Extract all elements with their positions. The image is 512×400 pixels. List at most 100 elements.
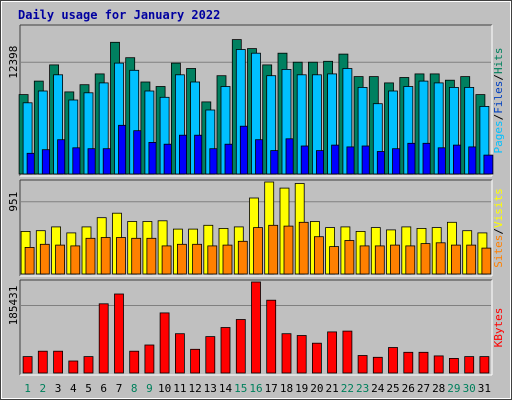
legend-label: Visits xyxy=(492,188,505,228)
x-tick-day-29: 29 xyxy=(447,382,460,395)
bar-sites-day-27 xyxy=(420,243,431,275)
bar-sites-day-6 xyxy=(100,237,111,275)
x-tick-day-16: 16 xyxy=(249,382,262,395)
bar-sites-day-10 xyxy=(161,245,172,275)
bar-kbytes-day-25 xyxy=(388,347,398,374)
bar-sites-day-25 xyxy=(390,244,400,275)
bar-kbytes-day-9 xyxy=(144,344,155,374)
bar-sites-day-23 xyxy=(359,245,370,275)
x-tick-day-11: 11 xyxy=(173,382,186,395)
bar-sites-day-24 xyxy=(374,245,385,275)
bar-kbytes-day-18 xyxy=(281,333,292,374)
bar-sites-day-22 xyxy=(344,240,355,275)
legend-label: Hits xyxy=(492,48,505,75)
bar-sites-day-21 xyxy=(329,246,340,275)
bar-kbytes-day-4 xyxy=(68,360,79,374)
bar-kbytes-day-11 xyxy=(174,333,185,374)
bar-sites-day-4 xyxy=(70,245,81,275)
bar-kbytes-day-21 xyxy=(327,331,338,374)
bar-kbytes-day-17 xyxy=(266,299,277,374)
legend-label: / xyxy=(492,74,505,81)
bar-sites-day-26 xyxy=(405,245,416,275)
bar-sites-day-5 xyxy=(85,237,96,275)
bar-pages-day-31 xyxy=(483,154,494,175)
bar-kbytes-day-29 xyxy=(448,357,459,374)
bar-sites-day-13 xyxy=(207,245,218,275)
bar-kbytes-day-1 xyxy=(22,356,33,374)
x-tick-day-31: 31 xyxy=(478,382,491,395)
x-tick-day-2: 2 xyxy=(39,382,46,395)
bar-kbytes-day-20 xyxy=(311,342,322,374)
bar-kbytes-day-7 xyxy=(114,293,124,374)
series-legend-bottom: KBytes xyxy=(492,308,505,348)
x-tick-day-3: 3 xyxy=(55,382,62,395)
chart-panels: 12398Pages/Files/Hits951Sites/Visits1854… xyxy=(7,24,505,376)
bar-kbytes-day-6 xyxy=(98,303,109,374)
x-tick-day-28: 28 xyxy=(432,382,445,395)
x-tick-day-25: 25 xyxy=(386,382,399,395)
panel-middle: 951 Sites/Visits xyxy=(7,179,505,277)
x-tick-day-19: 19 xyxy=(295,382,308,395)
bar-sites-day-11 xyxy=(176,243,187,275)
x-tick-day-22: 22 xyxy=(341,382,354,395)
bar-kbytes-day-26 xyxy=(403,351,414,374)
bar-kbytes-day-5 xyxy=(83,356,94,374)
bar-kbytes-day-12 xyxy=(190,348,201,374)
legend-label: Pages xyxy=(492,120,505,153)
x-tick-day-6: 6 xyxy=(100,382,107,395)
bar-sites-day-29 xyxy=(450,244,461,275)
x-tick-day-17: 17 xyxy=(265,382,278,395)
x-tick-day-15: 15 xyxy=(234,382,247,395)
x-tick-day-20: 20 xyxy=(310,382,323,395)
bar-sites-day-12 xyxy=(192,243,203,275)
x-tick-day-12: 12 xyxy=(188,382,201,395)
x-tick-day-14: 14 xyxy=(219,382,233,395)
x-tick-day-21: 21 xyxy=(325,382,338,395)
bar-sites-day-19 xyxy=(298,221,309,275)
x-tick-day-30: 30 xyxy=(463,382,476,395)
x-tick-day-10: 10 xyxy=(158,382,171,395)
bar-sites-day-28 xyxy=(435,242,446,275)
legend-label: / xyxy=(492,114,505,121)
bar-kbytes-day-2 xyxy=(37,350,48,374)
legend-label: KBytes xyxy=(492,308,505,348)
bar-kbytes-day-31 xyxy=(479,356,490,374)
y-tick-label: 951 xyxy=(7,192,20,212)
bar-sites-day-7 xyxy=(116,237,126,275)
series-legend-top: Pages/Files/Hits xyxy=(492,48,505,154)
y-tick-label: 12398 xyxy=(7,46,20,79)
bar-sites-day-16 xyxy=(253,227,263,275)
bar-kbytes-day-28 xyxy=(433,355,444,374)
bar-sites-day-18 xyxy=(283,225,294,275)
bar-kbytes-day-30 xyxy=(464,356,475,374)
legend-label: Files xyxy=(492,81,505,114)
bar-sites-day-20 xyxy=(313,236,324,275)
bar-sites-day-2 xyxy=(39,243,50,275)
bar-sites-day-31 xyxy=(481,247,492,275)
bar-kbytes-day-22 xyxy=(342,330,353,374)
x-tick-day-23: 23 xyxy=(356,382,369,395)
bar-sites-day-17 xyxy=(268,224,279,275)
bar-kbytes-day-10 xyxy=(159,312,170,374)
x-tick-day-5: 5 xyxy=(85,382,92,395)
panel-bottom: 185431 KBytes xyxy=(7,279,505,376)
bar-kbytes-day-3 xyxy=(53,350,63,374)
x-tick-day-7: 7 xyxy=(116,382,123,395)
bar-kbytes-day-15 xyxy=(235,319,246,374)
bar-sites-day-30 xyxy=(466,244,477,275)
bar-kbytes-day-23 xyxy=(357,355,368,374)
bar-kbytes-day-27 xyxy=(418,351,429,374)
x-tick-day-1: 1 xyxy=(24,382,31,395)
bar-kbytes-day-13 xyxy=(205,336,216,374)
series-legend-middle: Sites/Visits xyxy=(492,188,505,268)
x-tick-day-24: 24 xyxy=(371,382,385,395)
bar-sites-day-15 xyxy=(237,240,248,275)
bar-kbytes-day-8 xyxy=(129,350,140,374)
bar-kbytes-day-24 xyxy=(372,356,383,374)
x-tick-day-26: 26 xyxy=(402,382,415,395)
bar-sites-day-9 xyxy=(146,237,157,275)
legend-label: Sites xyxy=(492,235,505,268)
